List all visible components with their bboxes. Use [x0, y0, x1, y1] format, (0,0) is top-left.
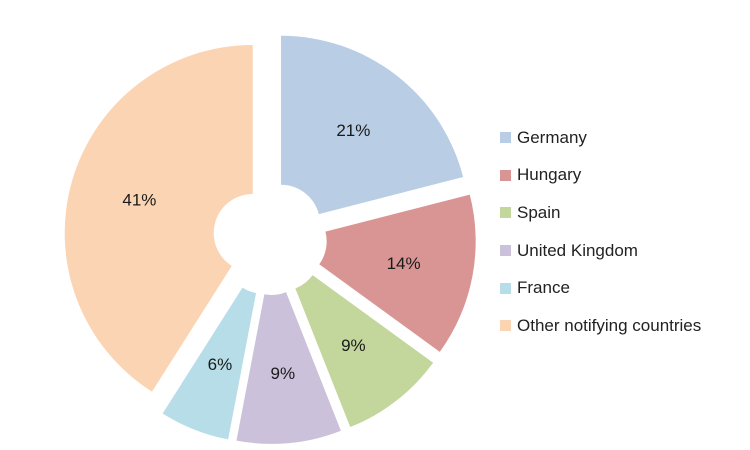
legend-label-germany: Germany: [517, 127, 587, 147]
slice-spain: [295, 275, 434, 428]
legend-swatch-other: [500, 320, 511, 332]
slice-other-notifying-countries: [64, 44, 253, 392]
legend-swatch-hungary: [500, 169, 511, 181]
slice-germany: [281, 35, 464, 215]
legend: Germany Hungary Spain United Kingdom Fra…: [500, 119, 701, 345]
legend-swatch-germany: [500, 132, 511, 144]
slice-label-france: 6%: [208, 355, 233, 374]
slice-hungary: [319, 194, 476, 352]
legend-label-hungary: Hungary: [517, 165, 582, 185]
slice-france: [162, 287, 257, 440]
legend-label-spain: Spain: [517, 202, 561, 222]
legend-label-united-kingdom: United Kingdom: [517, 240, 638, 260]
slice-label-other-notifying-countries: 41%: [122, 191, 156, 210]
legend-item-hungary: Hungary: [500, 157, 701, 195]
legend-swatch-united-kingdom: [500, 245, 511, 257]
legend-item-france: France: [500, 269, 701, 307]
legend-item-germany: Germany: [500, 119, 701, 157]
legend-item-other: Other notifying countries: [500, 307, 701, 345]
slice-label-germany: 21%: [336, 121, 370, 140]
slice-label-hungary: 14%: [387, 254, 421, 273]
legend-item-spain: Spain: [500, 194, 701, 232]
legend-swatch-france: [500, 282, 511, 294]
slice-label-united-kingdom: 9%: [271, 364, 296, 383]
legend-item-united-kingdom: United Kingdom: [500, 232, 701, 270]
slice-united-kingdom: [236, 292, 341, 444]
legend-swatch-spain: [500, 207, 511, 219]
slice-label-spain: 9%: [341, 336, 366, 355]
legend-label-france: France: [517, 278, 570, 298]
legend-label-other: Other notifying countries: [517, 315, 702, 335]
